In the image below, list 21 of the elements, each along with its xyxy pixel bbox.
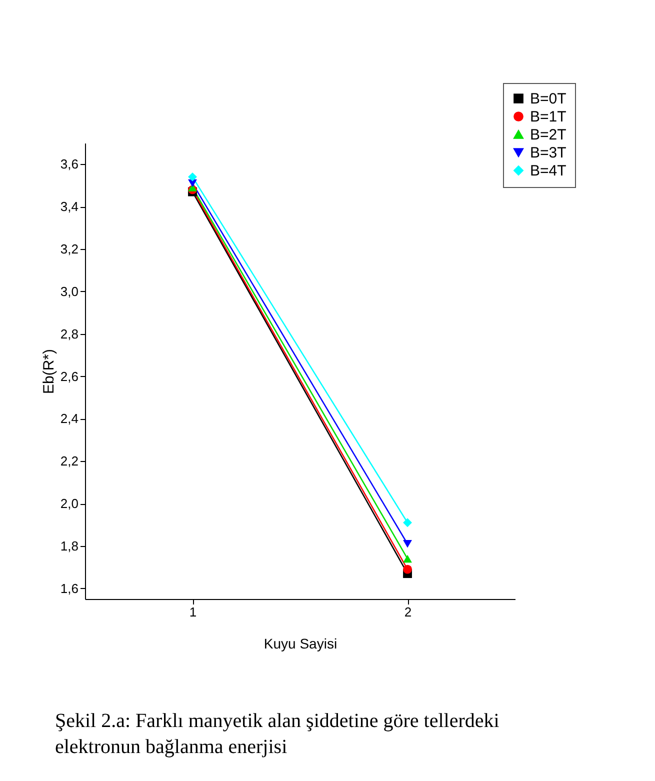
y-tick-label: 3,2	[60, 242, 78, 257]
x-axis-title: Kuyu Sayisi	[264, 636, 338, 652]
legend-label: B=1T	[530, 108, 566, 126]
legend-label: B=3T	[530, 144, 566, 162]
y-tick-label: 1,6	[60, 580, 78, 596]
legend-label: B=4T	[530, 162, 566, 180]
legend-label: B=2T	[530, 126, 566, 144]
y-tick-label: 2,6	[60, 368, 78, 384]
text: Şekil 2.a: Farklı manyetik alan şiddetine göre tellerdeki elektronun bağlanma enerjisi	[55, 710, 500, 758]
y-tick-label: 3,4	[60, 199, 78, 214]
y-tick-label: 2,4	[60, 411, 78, 426]
y-axis-title: Eb(R*)	[40, 348, 58, 394]
y-tick-label: 3,0	[60, 284, 78, 299]
y-tick-label: 3,6	[60, 156, 78, 172]
x-tick-label: 2	[404, 604, 412, 620]
y-tick-label: 2,0	[60, 496, 78, 512]
y-tick-label: 1,8	[60, 538, 78, 554]
x-tick-label: 1	[189, 604, 197, 620]
y-tick-label: 2,2	[60, 454, 78, 469]
legend-label: B=0T	[530, 90, 566, 108]
y-tick-label: 2,8	[60, 326, 78, 342]
